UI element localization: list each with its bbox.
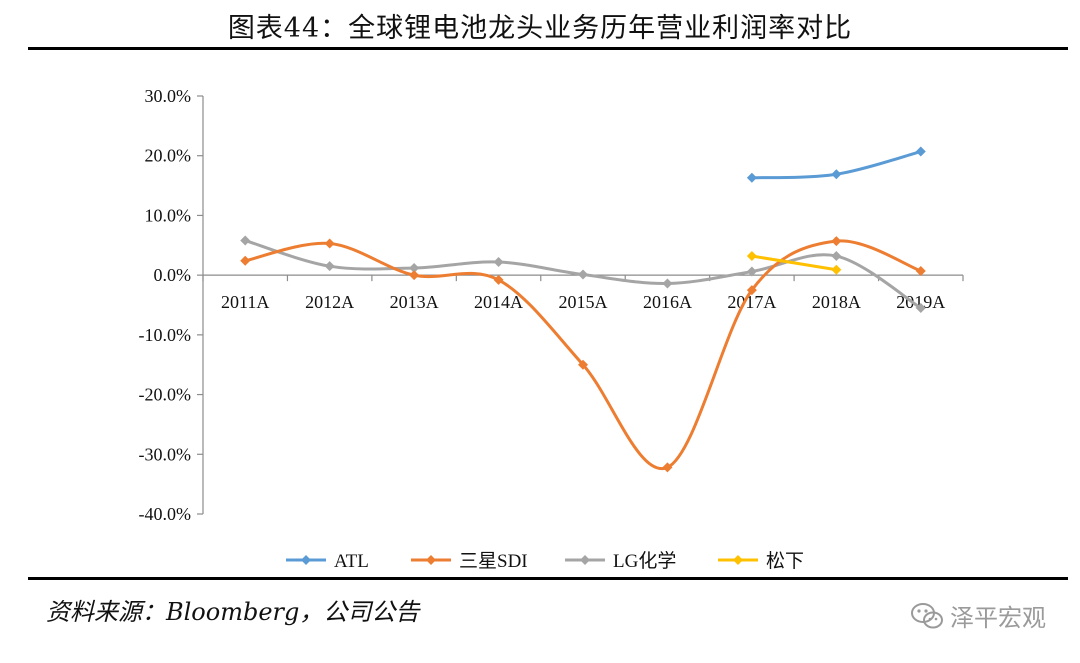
y-tick-label: -30.0% bbox=[139, 444, 192, 464]
data-point-marker bbox=[662, 462, 673, 473]
data-point-marker bbox=[493, 274, 504, 285]
series-ATL bbox=[746, 146, 926, 183]
watermark-text: 泽平宏观 bbox=[950, 604, 1046, 632]
legend-marker bbox=[733, 555, 743, 565]
legend: ATL 三星SDI LG化学 松下 bbox=[286, 550, 804, 572]
y-tick-label: -40.0% bbox=[139, 504, 192, 524]
legend-label: 松下 bbox=[766, 550, 804, 572]
data-point-marker bbox=[746, 266, 757, 277]
data-point-marker bbox=[409, 262, 420, 273]
data-point-marker bbox=[746, 251, 757, 262]
legend-label: ATL bbox=[334, 551, 369, 572]
x-tick-label: 2011A bbox=[221, 292, 269, 312]
data-point-marker bbox=[578, 359, 588, 370]
series-松下 bbox=[746, 251, 842, 275]
y-tick-label: 30.0% bbox=[145, 86, 192, 106]
series-LG化学 bbox=[240, 235, 926, 313]
x-tick-label: 2017A bbox=[727, 292, 776, 312]
x-tick-label: 2013A bbox=[390, 292, 439, 312]
series-lines bbox=[240, 146, 926, 473]
data-point-marker bbox=[746, 285, 757, 296]
legend-item: 松下 bbox=[718, 550, 804, 572]
legend-marker bbox=[301, 555, 311, 565]
data-point-marker bbox=[831, 169, 842, 180]
data-point-marker bbox=[746, 172, 757, 183]
data-point-marker bbox=[240, 235, 251, 246]
data-point-marker bbox=[662, 278, 673, 289]
legend-marker bbox=[426, 555, 436, 565]
top-rule bbox=[28, 47, 1068, 50]
bottom-rule bbox=[28, 577, 1068, 580]
data-point-marker bbox=[831, 264, 842, 275]
data-point-marker bbox=[831, 236, 842, 247]
data-point-marker bbox=[831, 251, 842, 262]
watermark: 泽平宏观 bbox=[910, 598, 1046, 633]
y-tick-label: 20.0% bbox=[145, 146, 192, 166]
data-point-marker bbox=[409, 270, 420, 281]
source-note: 资料来源：Bloomberg，公司公告 bbox=[46, 598, 420, 626]
data-point-marker bbox=[915, 302, 926, 313]
data-point-marker bbox=[324, 238, 335, 249]
legend-item: ATL bbox=[286, 551, 369, 572]
data-point-marker bbox=[493, 257, 504, 268]
y-tick-label: -20.0% bbox=[139, 385, 192, 405]
legend-item: LG化学 bbox=[565, 550, 676, 572]
x-tick-label: 2018A bbox=[812, 292, 861, 312]
legend-marker bbox=[580, 555, 590, 565]
data-point-marker bbox=[915, 265, 926, 276]
y-tick-label: -10.0% bbox=[139, 325, 192, 345]
series-三星SDI bbox=[240, 236, 926, 473]
chart-title: 图表44：全球锂电池龙头业务历年营业利润率对比 bbox=[227, 13, 853, 44]
axes: 30.0% 20.0% 10.0% 0.0% -10.0% -20.0% -30.0% -40… bbox=[139, 86, 964, 524]
x-tick-label: 2016A bbox=[643, 292, 692, 312]
wechat-icon bbox=[911, 602, 943, 628]
x-tick-label: 2012A bbox=[305, 292, 354, 312]
legend-item: 三星SDI bbox=[411, 551, 528, 572]
y-tick-label: 0.0% bbox=[154, 265, 192, 285]
data-point-marker bbox=[240, 255, 251, 266]
data-point-marker bbox=[578, 269, 588, 280]
x-tick-label: 2015A bbox=[559, 292, 608, 312]
legend-label: 三星SDI bbox=[459, 551, 528, 572]
series-line bbox=[243, 239, 923, 471]
legend-label: LG化学 bbox=[613, 550, 676, 572]
y-tick-label: 10.0% bbox=[145, 205, 192, 225]
x-tick-label: 2014A bbox=[474, 292, 523, 312]
series-line bbox=[750, 254, 838, 272]
data-point-marker bbox=[324, 261, 335, 272]
data-point-marker bbox=[915, 146, 926, 157]
x-tick-label: 2019A bbox=[896, 292, 945, 312]
